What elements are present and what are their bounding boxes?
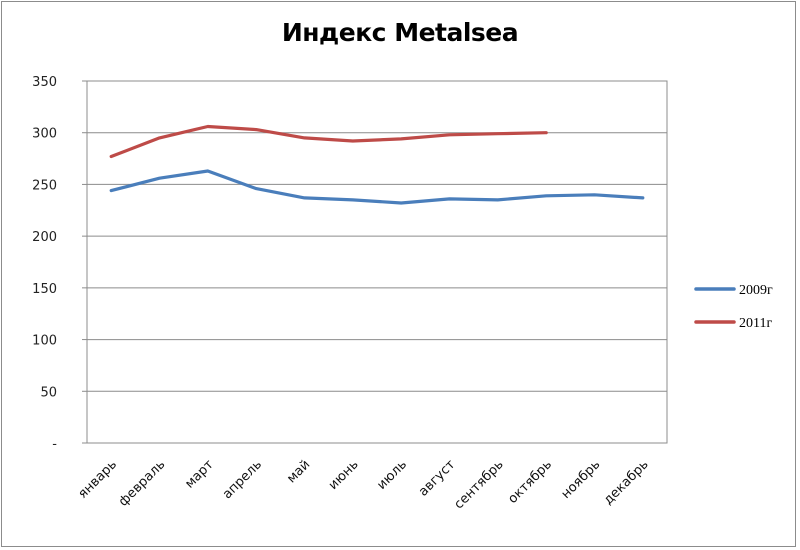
x-tick-label: август bbox=[416, 457, 459, 500]
legend: 2009г 2011г bbox=[694, 283, 773, 331]
y-axis: - 50 100 150 200 250 300 350 bbox=[32, 75, 87, 452]
x-tick-label: октябрь bbox=[505, 457, 555, 507]
y-tick-label: 50 bbox=[40, 385, 57, 400]
y-tick-label: 350 bbox=[32, 75, 57, 90]
y-tick-label: 150 bbox=[32, 282, 57, 297]
x-tick-label: март bbox=[182, 457, 217, 492]
legend-label: 2009г bbox=[739, 283, 773, 298]
series-line-2009г bbox=[109, 169, 645, 205]
y-tick-label: 100 bbox=[32, 334, 57, 349]
y-tick-label: 200 bbox=[32, 230, 57, 245]
y-tick-label: 250 bbox=[32, 178, 57, 193]
x-tick-label: сентябрь bbox=[452, 457, 507, 512]
series-line-2011г bbox=[109, 124, 548, 159]
x-tick-label: январь bbox=[76, 457, 120, 501]
x-tick-label: апрель bbox=[220, 457, 265, 502]
gridlines bbox=[87, 132, 667, 392]
x-tick-label: февраль bbox=[116, 457, 168, 509]
y-tick-label: 300 bbox=[32, 127, 57, 142]
x-tick-label: май bbox=[284, 457, 313, 486]
legend-item: 2011г bbox=[694, 316, 772, 331]
x-tick-label: июль bbox=[374, 457, 410, 493]
chart-title: Индекс Metalsea bbox=[281, 18, 519, 47]
plot-area-border bbox=[86, 80, 668, 444]
x-tick-label: июнь bbox=[326, 457, 362, 493]
legend-label: 2011г bbox=[739, 316, 772, 331]
legend-item: 2009г bbox=[694, 283, 773, 298]
y-tick-label: - bbox=[52, 437, 57, 452]
x-tick-label: ноябрь bbox=[559, 457, 604, 502]
series-lines bbox=[109, 124, 645, 205]
x-tick-label: декабрь bbox=[601, 457, 652, 508]
